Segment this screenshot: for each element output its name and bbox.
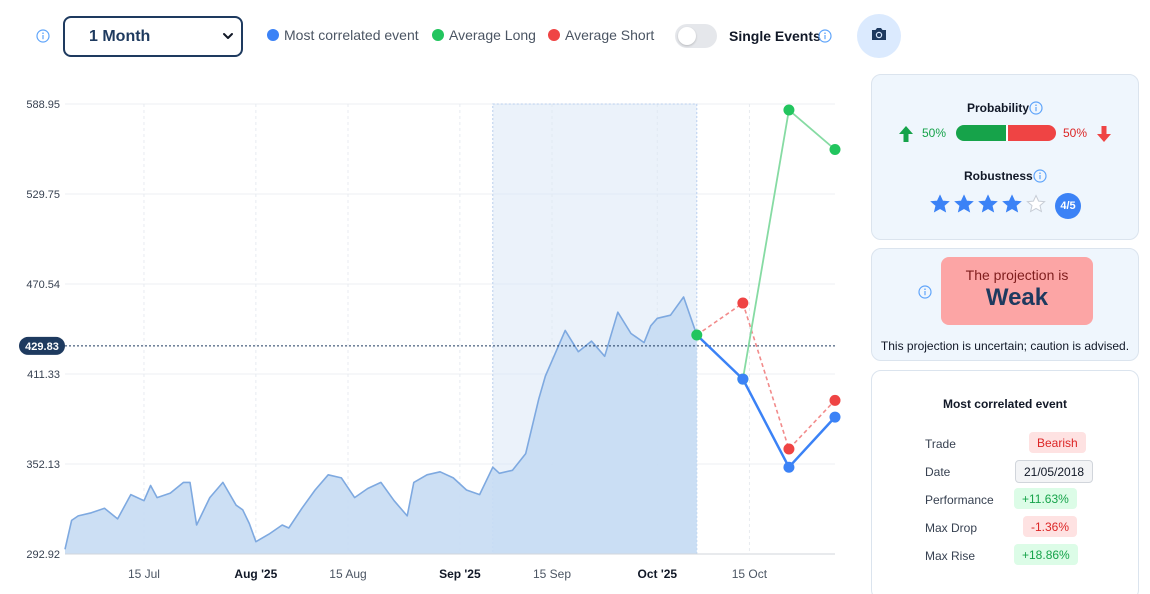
single-events-toggle[interactable] — [675, 24, 717, 48]
x-tick-label: Oct '25 — [638, 567, 678, 581]
event-card: Most correlated event Trade Bearish Date… — [871, 370, 1139, 594]
camera-icon — [870, 26, 888, 47]
probability-down-fill — [1006, 125, 1056, 141]
event-row-label: Performance — [925, 493, 994, 507]
most-correlated-point — [829, 411, 841, 423]
chevron-down-icon — [221, 29, 235, 48]
current-value-line: 429.83 — [19, 336, 835, 355]
period-select-value: 1 Month — [89, 27, 151, 45]
probability-bar — [956, 125, 1056, 141]
projection-strength-badge: The projection is Weak — [941, 257, 1093, 325]
period-select[interactable]: 1 Month — [63, 16, 243, 57]
x-axis: 15 Jul Aug '25 15 Aug Sep '25 15 Sep Oct '25 1… — [65, 553, 835, 581]
event-performance-value: +11.63% — [1014, 488, 1077, 509]
toolbar: 1 Month Most correlated event Average Lo… — [0, 0, 1150, 72]
event-row-label: Max Drop — [925, 521, 978, 535]
price-line — [64, 296, 698, 550]
event-title: Most correlated event — [942, 397, 1068, 411]
price-area-fill — [65, 297, 697, 554]
price-area-series — [64, 296, 698, 554]
probability-up-fill — [956, 125, 1006, 141]
legend-most-correlated[interactable]: Most correlated event — [267, 27, 419, 43]
robustness-title: Robustness — [964, 169, 1033, 183]
projection-series — [691, 104, 841, 473]
x-tick-label: Aug '25 — [234, 567, 277, 581]
star-empty-icon — [1026, 193, 1046, 219]
x-tick-label: 15 Jul — [128, 567, 160, 581]
probability-down-pct: 50% — [1063, 126, 1088, 140]
legend-dot-icon — [432, 29, 444, 41]
event-max-drop-value: -1.36% — [1023, 516, 1078, 537]
info-icon[interactable] — [1029, 101, 1043, 115]
legend-label: Most correlated event — [284, 27, 419, 43]
most-correlated-line — [695, 334, 836, 469]
average-long-point — [829, 144, 841, 156]
single-events-label: Single Events — [729, 28, 821, 44]
event-trade-value: Bearish — [1029, 432, 1086, 453]
event-max-rise-value: +18.86% — [1014, 544, 1078, 565]
most-correlated-point — [783, 461, 795, 473]
probability-up-pct: 50% — [922, 126, 947, 140]
y-tick-label: 529.75 — [26, 189, 60, 201]
x-tick-label: 15 Aug — [329, 567, 366, 581]
x-tick-label: Sep '25 — [439, 567, 481, 581]
info-icon[interactable] — [818, 29, 832, 43]
legend-dot-icon — [267, 29, 279, 41]
y-tick-label: 411.33 — [27, 369, 60, 381]
star-filled-icon — [954, 193, 974, 219]
star-filled-icon — [930, 193, 950, 219]
current-value-label: 429.83 — [25, 341, 59, 353]
projection-strength: Weak — [985, 284, 1049, 311]
legend-average-long[interactable]: Average Long — [432, 27, 536, 43]
x-tick-label: 15 Oct — [732, 567, 768, 581]
star-filled-icon — [978, 193, 998, 219]
x-tick-label: 15 Sep — [533, 567, 571, 581]
info-icon[interactable] — [1033, 169, 1047, 183]
y-tick-label: 588.95 — [26, 99, 60, 111]
info-icon[interactable] — [918, 285, 932, 299]
info-icon[interactable] — [36, 29, 50, 43]
arrow-down-icon — [1096, 125, 1112, 143]
current-value-badge — [19, 336, 65, 355]
projection-start-point — [691, 329, 703, 341]
y-tick-label: 352.13 — [26, 459, 60, 471]
y-tick-label: 470.54 — [26, 279, 60, 291]
screenshot-button[interactable] — [857, 14, 901, 58]
legend-label: Average Short — [565, 27, 655, 43]
average-short-point — [737, 297, 749, 309]
toggle-knob — [678, 27, 696, 45]
price-chart[interactable]: 429.83 588.95 529.75 470.54 411.33 352.13 292… — [0, 72, 860, 594]
event-date-value: 21/05/2018 — [1015, 460, 1094, 483]
legend-label: Average Long — [449, 27, 536, 43]
event-row-label: Trade — [925, 437, 956, 451]
average-short-line — [696, 302, 836, 450]
probability-card: Probability 50% 50% Robustness 4/5 — [871, 74, 1139, 240]
event-row-label: Date — [925, 465, 951, 479]
event-row-label: Max Rise — [925, 549, 976, 563]
y-axis: 588.95 529.75 470.54 411.33 352.13 292.92 — [26, 99, 60, 561]
robustness-score-badge: 4/5 — [1055, 193, 1081, 219]
projection-card: The projection is Weak This projection i… — [871, 248, 1139, 361]
probability-title: Probability — [967, 101, 1030, 115]
average-long-point — [783, 104, 795, 116]
legend-average-short[interactable]: Average Short — [548, 27, 654, 43]
projection-label: The projection is — [965, 267, 1069, 283]
robustness-stars: 4/5 — [930, 193, 1081, 219]
projection-note: This projection is uncertain; caution is… — [880, 339, 1130, 353]
y-tick-label: 292.92 — [26, 549, 60, 561]
most-correlated-point — [737, 373, 749, 385]
average-long-line — [696, 109, 836, 381]
average-short-point — [829, 394, 841, 406]
star-filled-icon — [1002, 193, 1022, 219]
average-short-point — [783, 443, 795, 455]
legend-dot-icon — [548, 29, 560, 41]
arrow-up-icon — [898, 125, 914, 143]
